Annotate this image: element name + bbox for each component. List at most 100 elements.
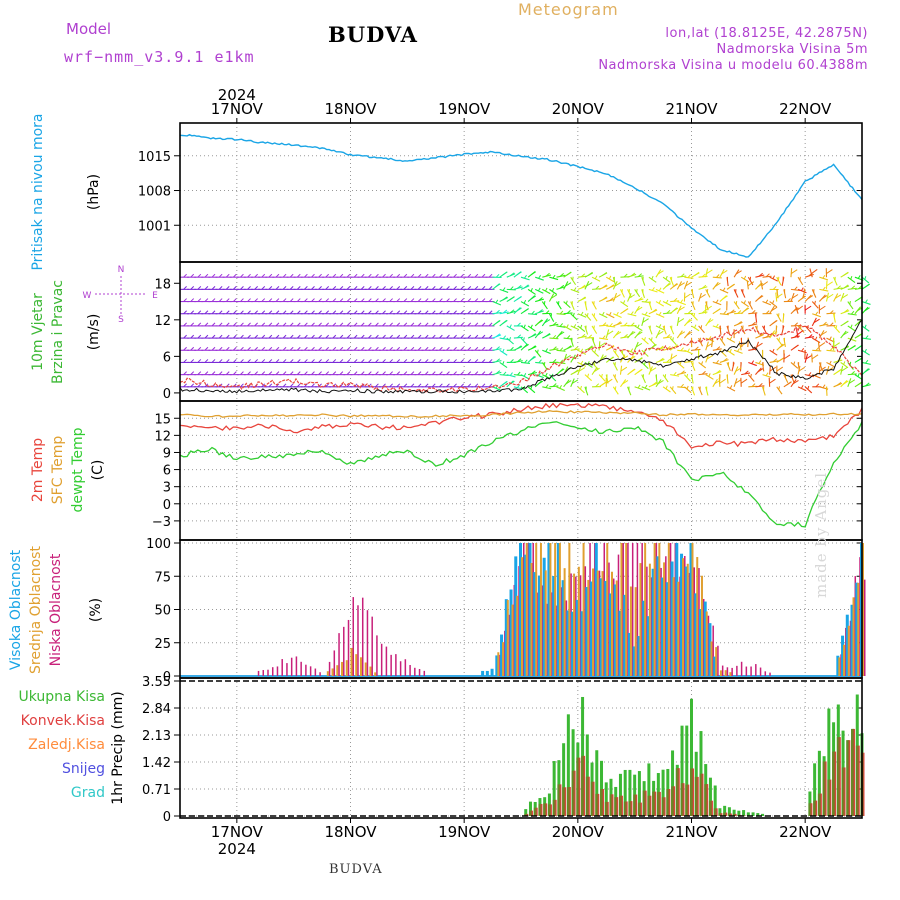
- wind-barb-feather: [417, 383, 422, 388]
- wind-barb-feather: [502, 320, 508, 325]
- wind-barb: [809, 268, 813, 278]
- wind-barb-feather: [360, 286, 365, 290]
- low-cloud-bar: [276, 666, 279, 676]
- wind-barb-feather: [523, 344, 529, 349]
- mid-cloud-bar: [710, 641, 713, 676]
- wind-barb-feather: [254, 371, 258, 375]
- wind-barb: [591, 325, 598, 334]
- wind-barb-feather: [460, 322, 465, 327]
- wind-barb: [726, 337, 736, 343]
- wind-barb: [684, 349, 693, 355]
- total-precip-bar: [680, 725, 684, 816]
- mixed-precip-bar: [543, 803, 547, 816]
- wind-barb-feather: [721, 270, 728, 275]
- wind-barb: [762, 325, 768, 335]
- total-precip-bar: [566, 714, 570, 816]
- mid-cloud-bar: [615, 580, 618, 676]
- wind-barb: [599, 337, 609, 340]
- wind-barb: [747, 276, 754, 286]
- model-label: Model: [66, 20, 112, 38]
- wind-barb: [548, 313, 555, 322]
- wind-barb-feather: [538, 359, 542, 364]
- wind-barb-feather: [751, 360, 755, 364]
- wind-barb-feather: [389, 334, 393, 339]
- wind-barb: [840, 362, 849, 369]
- wind-barb-feather: [765, 372, 769, 377]
- low-cloud-bar: [300, 661, 302, 676]
- wind-barb-feather: [268, 310, 273, 315]
- wind-barb: [698, 337, 703, 347]
- wind-barb-feather: [211, 273, 216, 278]
- y-tick-label: −3: [152, 515, 171, 530]
- wind-barb-feather: [737, 321, 742, 325]
- y-tick-label: 3: [163, 481, 171, 496]
- wind-barb: [726, 325, 731, 335]
- wind-barb-feather: [403, 286, 408, 290]
- wind-barb: [499, 362, 508, 369]
- high-cloud-bar: [651, 568, 655, 676]
- wind-barb-feather: [715, 359, 720, 364]
- total-precip-bar: [746, 812, 750, 816]
- wind-barb: [577, 386, 585, 394]
- wind-barb-feather: [815, 311, 819, 316]
- wind-barb-feather: [778, 337, 780, 342]
- wind-barb-feather: [495, 299, 499, 304]
- wind-barb-feather: [623, 308, 629, 313]
- wind-barb-feather: [325, 371, 330, 375]
- wind-barb-feather: [403, 322, 408, 327]
- wind-barb-feather: [389, 383, 393, 388]
- wind-barb: [669, 337, 677, 346]
- wind-barb-feather: [304, 359, 308, 363]
- wind-barb-feather: [686, 331, 693, 336]
- wind-barb-feather: [843, 309, 849, 313]
- low-cloud-bar: [352, 597, 354, 676]
- x-day-label-top: 19NOV: [438, 100, 491, 118]
- precip-legend-item: Konvek.Kisa: [21, 713, 105, 729]
- wind-barb-feather: [495, 309, 500, 314]
- mid-cloud-bar: [341, 661, 344, 676]
- wind-barb-feather: [275, 298, 280, 302]
- wind-barb: [641, 386, 651, 391]
- wind-dir-south: S: [118, 315, 124, 325]
- mid-cloud-bar: [535, 543, 538, 676]
- wind-barb: [520, 361, 531, 364]
- high-cloud-bar: [500, 634, 504, 676]
- mixed-precip-bar: [604, 801, 608, 816]
- wind-unit-label: (m/s): [86, 314, 102, 351]
- wind-barb-feather: [581, 273, 586, 278]
- wind-barb-feather: [843, 320, 849, 325]
- wind-barb-feather: [382, 298, 386, 302]
- wind-barb-feather: [757, 368, 764, 373]
- wind-barb-feather: [446, 322, 450, 327]
- wind-barb-feather: [417, 273, 422, 278]
- wind-barb: [797, 365, 801, 375]
- wind-barb-feather: [708, 336, 712, 340]
- wind-barb-feather: [708, 373, 711, 377]
- mixed-precip-bar: [614, 797, 618, 816]
- x-day-label-bottom: 18NOV: [324, 823, 377, 841]
- mixed-precip-bar: [832, 751, 836, 816]
- wind-barb-feather: [594, 349, 597, 353]
- wind-barb-feather: [530, 288, 533, 292]
- wind-barb-feather: [531, 345, 536, 350]
- wind-barb-feather: [346, 346, 351, 351]
- wind-barb-feather: [601, 311, 605, 316]
- wind-barb-feather: [637, 324, 640, 329]
- mid-cloud-bar: [715, 647, 718, 676]
- wind-barb-feather: [829, 336, 832, 340]
- wind-barb: [619, 349, 626, 359]
- wind-barb-feather: [599, 342, 606, 348]
- high-cloud-bar: [547, 543, 551, 676]
- wind-barb-feather: [197, 371, 202, 375]
- wind-barb-feather: [715, 308, 721, 313]
- low-cloud-bar: [631, 543, 634, 676]
- wind-barb-feather: [659, 345, 664, 350]
- high-cloud-bar: [509, 589, 513, 676]
- total-precip-bar: [595, 750, 599, 816]
- wind-barb-feather: [218, 371, 223, 375]
- wind-barb-feather: [733, 330, 741, 335]
- mid-cloud-bar: [563, 568, 566, 676]
- wind-barb: [556, 386, 565, 392]
- wind-barb-feather: [699, 294, 706, 299]
- wind-barb-feather: [580, 348, 584, 353]
